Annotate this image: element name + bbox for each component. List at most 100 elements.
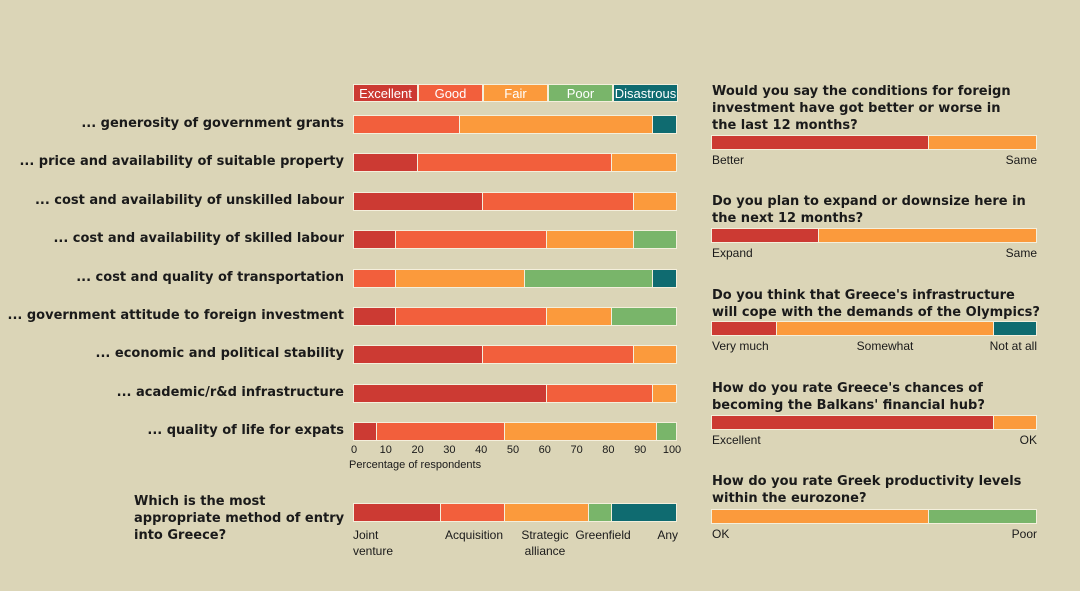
bar-segment-fair (547, 231, 635, 248)
segment-label: Strategic alliance (521, 528, 569, 558)
legend: Excellent Good Fair Poor Disastrous (353, 84, 678, 102)
bar-segment (440, 504, 506, 521)
axis-tick: 30 (443, 444, 456, 456)
axis-tick: 90 (634, 444, 647, 456)
bar-segment-excellent (354, 385, 548, 402)
row-label: ... generosity of government grants (81, 116, 344, 131)
bar-segment-good (482, 346, 635, 363)
axis-tick: 20 (411, 444, 424, 456)
axis-tick: 100 (662, 444, 682, 456)
bar-segment-excellent (354, 231, 396, 248)
bar-segment (589, 504, 612, 521)
bar-segment-good (354, 116, 461, 133)
question-2: Do you plan to expand or downsize here i… (712, 194, 1026, 226)
row-label: ... economic and political stability (95, 346, 344, 361)
question-5: How do you rate Greek productivity level… (712, 474, 1022, 506)
legend-item-fair: Fair (483, 84, 548, 102)
stacked-bar (353, 153, 677, 172)
legend-item-poor: Poor (548, 84, 613, 102)
axis-tick: 40 (475, 444, 488, 456)
bar-segment-good (354, 270, 396, 287)
bar-segment-fair (460, 116, 654, 133)
bar-segment-fair (653, 385, 676, 402)
bar-segment-excellent (354, 308, 396, 325)
answer-bar (711, 415, 1037, 430)
bar-segment-excellent (354, 346, 483, 363)
answer-label: Very much (712, 339, 769, 353)
stacked-bar (353, 307, 677, 326)
stacked-bar (353, 115, 677, 134)
stacked-bar (353, 345, 677, 364)
axis-tick: 50 (506, 444, 520, 456)
answer-bar (711, 228, 1037, 243)
legend-item-excellent: Excellent (353, 84, 418, 102)
bar-segment-excellent (354, 423, 377, 440)
entry-bar (353, 503, 677, 522)
answer-label: Not at all (989, 339, 1037, 353)
stacked-bar (353, 384, 677, 403)
bar-segment-good (395, 308, 548, 325)
stacked-bar (353, 269, 677, 288)
row-label: ... government attitude to foreign inves… (7, 308, 344, 323)
bar-segment-fair (547, 308, 612, 325)
bar-segment-fair (395, 270, 525, 287)
bar-segment (611, 504, 676, 521)
entry-question: Which is the most appropriate method of … (134, 494, 345, 543)
axis-tick: 70 (570, 444, 583, 456)
bar-segment-disastrous (653, 116, 676, 133)
bar-segment (354, 504, 441, 521)
row-label: ... cost and availability of unskilled l… (34, 193, 344, 208)
answer-label: Expand (712, 246, 753, 260)
row-label: ... quality of life for expats (147, 423, 344, 438)
answer-label: OK (712, 527, 730, 541)
bar-segment-disastrous (653, 270, 676, 287)
bar-segment (712, 416, 994, 429)
bar-segment (929, 510, 1036, 523)
bar-segment-fair (634, 346, 676, 363)
bar-segment-fair (611, 154, 676, 171)
answer-label: Same (1005, 153, 1037, 167)
row-label: ... cost and quality of transportation (76, 270, 344, 285)
bar-segment-excellent (354, 154, 419, 171)
answer-label: Poor (1011, 527, 1037, 541)
bar-segment (712, 510, 930, 523)
row-label: ... academic/r&d infrastructure (116, 385, 344, 400)
bar-segment (712, 136, 930, 149)
answer-bar (711, 509, 1037, 524)
bar-segment (929, 136, 1036, 149)
bar-segment-excellent (354, 193, 483, 210)
bar-segment-good (547, 385, 654, 402)
answer-label: Better (712, 153, 745, 167)
bar-segment (993, 416, 1036, 429)
question-4: How do you rate Greece's chances of beco… (712, 381, 985, 413)
axis-tick: 80 (602, 444, 615, 456)
row-label: ... price and availability of suitable p… (19, 154, 344, 169)
question-3: Do you think that Greece's infrastructur… (712, 288, 1040, 320)
answer-bar (711, 321, 1037, 336)
bar-segment-good (418, 154, 612, 171)
segment-label: Any (657, 528, 678, 542)
answer-label: Excellent (712, 433, 761, 447)
bar-segment-good (376, 423, 506, 440)
bar-segment-fair (634, 193, 676, 210)
answer-label: Same (1005, 246, 1037, 260)
segment-label: Acquisition (444, 528, 504, 542)
axis-tick: 10 (379, 444, 392, 456)
bar-segment-fair (505, 423, 657, 440)
bar-segment (818, 229, 1036, 242)
bar-segment-poor (634, 231, 676, 248)
stacked-bar (353, 192, 677, 211)
bar-segment-poor (656, 423, 676, 440)
bar-segment (993, 322, 1036, 335)
bar-segment-poor (524, 270, 654, 287)
bar-segment-poor (611, 308, 676, 325)
stacked-bar (353, 422, 677, 441)
bar-segment-good (395, 231, 548, 248)
row-label: ... cost and availability of skilled lab… (53, 231, 344, 246)
legend-item-disastrous: Disastrous (613, 84, 678, 102)
question-1: Would you say the conditions for foreign… (712, 84, 1011, 133)
bar-segment (712, 229, 819, 242)
segment-label: Joint venture (353, 528, 394, 558)
answer-label: OK (1019, 433, 1037, 447)
answer-bar (711, 135, 1037, 150)
